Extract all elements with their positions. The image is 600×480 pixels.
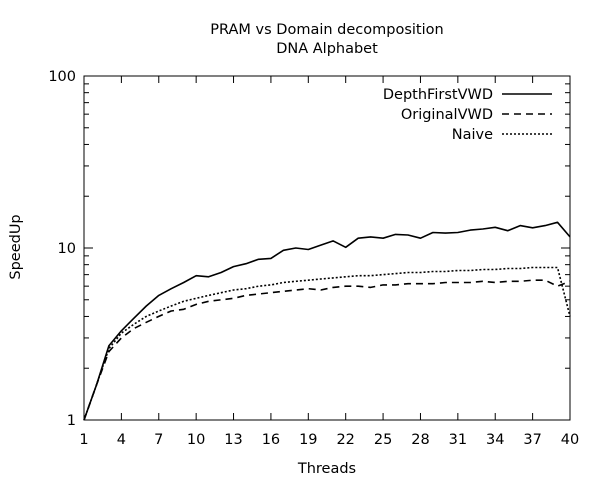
x-axis-label: Threads	[297, 461, 356, 477]
tick-labels: 1 4 7 10 13 16 19 22 25 28 31 34 37 40 1 10 100	[48, 69, 579, 448]
series-line-originalvwd	[83, 279, 571, 421]
x-tick-label: 34	[486, 432, 504, 448]
x-tick-label: 1	[79, 432, 88, 448]
x-tick-label: 28	[411, 432, 429, 448]
chart-title: PRAM vs Domain decomposition	[210, 22, 443, 38]
y-tick-label: 10	[58, 241, 76, 257]
plot-frame	[83, 75, 571, 421]
x-tick-label: 16	[262, 432, 280, 448]
x-tick-label: 37	[523, 432, 541, 448]
x-tick-label: 4	[117, 432, 126, 448]
tick-marks	[83, 75, 571, 421]
y-tick-label: 100	[48, 69, 76, 85]
x-tick-label: 19	[299, 432, 317, 448]
x-tick-label: 31	[449, 432, 467, 448]
x-tick-label: 10	[187, 432, 205, 448]
legend-label: Naive	[452, 127, 493, 143]
series-line-naive	[83, 266, 571, 421]
x-tick-label: 13	[224, 432, 242, 448]
x-tick-label: 7	[154, 432, 163, 448]
legend-label: OriginalVWD	[401, 107, 493, 123]
x-tick-label: 22	[336, 432, 354, 448]
legend: DepthFirstVWD OriginalVWD Naive	[383, 87, 552, 143]
x-tick-label: 40	[561, 432, 579, 448]
chart-subtitle: DNA Alphabet	[276, 41, 378, 57]
legend-label: DepthFirstVWD	[383, 87, 493, 103]
x-tick-label: 25	[374, 432, 392, 448]
series-lines	[83, 221, 571, 421]
series-line-depthfirstvwd	[83, 221, 571, 421]
y-axis-label: SpeedUp	[8, 214, 24, 279]
y-tick-label: 1	[67, 413, 76, 429]
